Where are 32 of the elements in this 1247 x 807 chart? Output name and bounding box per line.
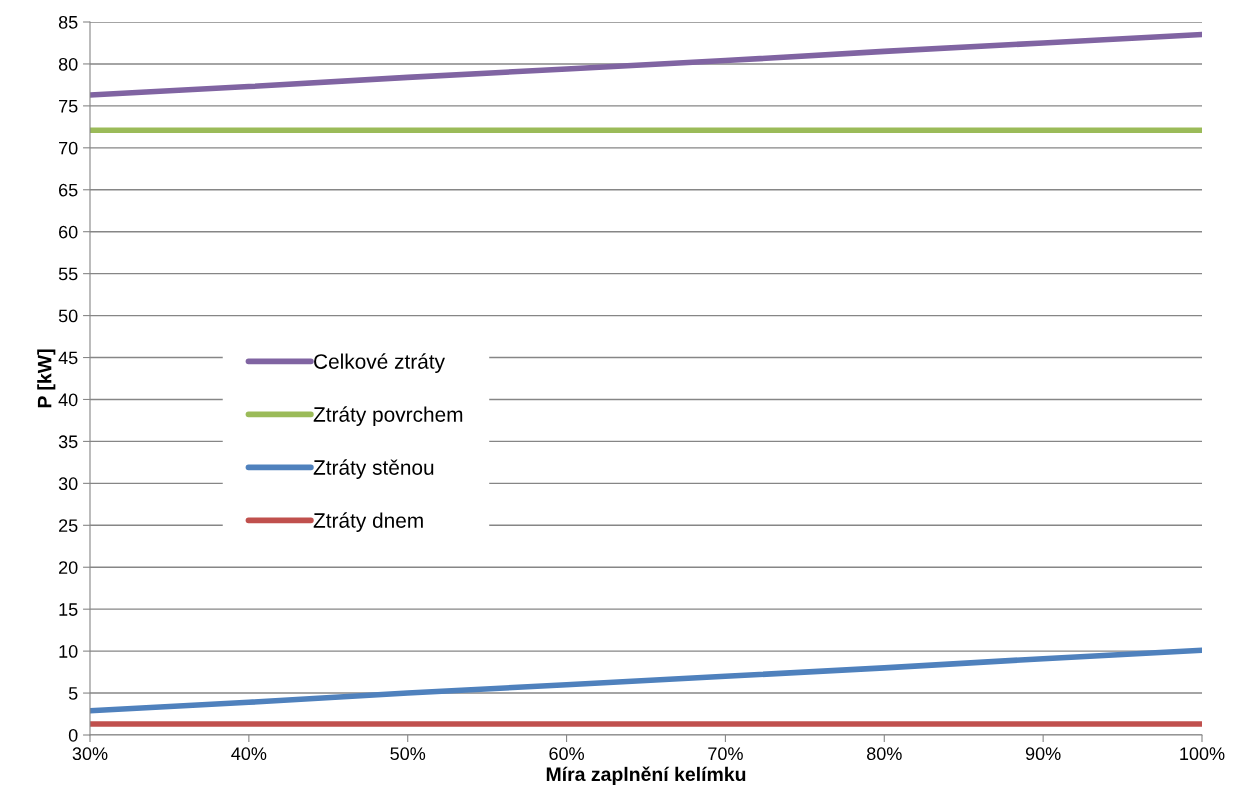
- y-tick-label: 40: [58, 393, 78, 407]
- y-tick-label: 0: [68, 728, 78, 742]
- y-tick-label: 45: [58, 351, 78, 365]
- y-tick-label: 15: [59, 603, 78, 616]
- y-tick-label: 60: [59, 225, 78, 239]
- y-tick-label: 5: [68, 687, 78, 700]
- y-tick-label: 55: [58, 267, 78, 281]
- x-tick-label: 30%: [72, 747, 108, 761]
- x-tick-label: 40%: [231, 747, 267, 761]
- x-tick-label: 50%: [390, 747, 426, 761]
- x-tick-label: 80%: [867, 747, 902, 761]
- y-tick-label: 85: [58, 15, 78, 29]
- y-tick-label: 70: [59, 141, 78, 155]
- y-tick-label: 20: [59, 561, 78, 574]
- x-tick-label: 70%: [708, 747, 743, 761]
- legend-label: Ztráty stěnou: [313, 459, 434, 479]
- y-tick-label: 25: [59, 519, 78, 533]
- y-tick-label: 65: [59, 183, 78, 197]
- y-tick-label: 35: [58, 435, 78, 449]
- y-tick-label: 80: [58, 57, 78, 71]
- x-tick-label: 90%: [1025, 747, 1061, 761]
- x-tick-label: 100%: [1180, 747, 1225, 761]
- legend-label: Ztráty povrchem: [313, 406, 463, 426]
- y-tick-label: 50: [58, 309, 78, 323]
- y-axis-title: P [kW]: [37, 349, 56, 408]
- legend-label: Celkové ztráty: [314, 353, 445, 374]
- x-axis-title: Míra zaplnění kelímku: [546, 766, 746, 785]
- y-tick-label: 75: [59, 100, 78, 113]
- y-tick-label: 30: [58, 477, 78, 491]
- legend-label: Ztráty dnem: [313, 512, 423, 532]
- x-tick-label: 60%: [549, 747, 584, 761]
- y-tick-label: 10: [59, 645, 78, 658]
